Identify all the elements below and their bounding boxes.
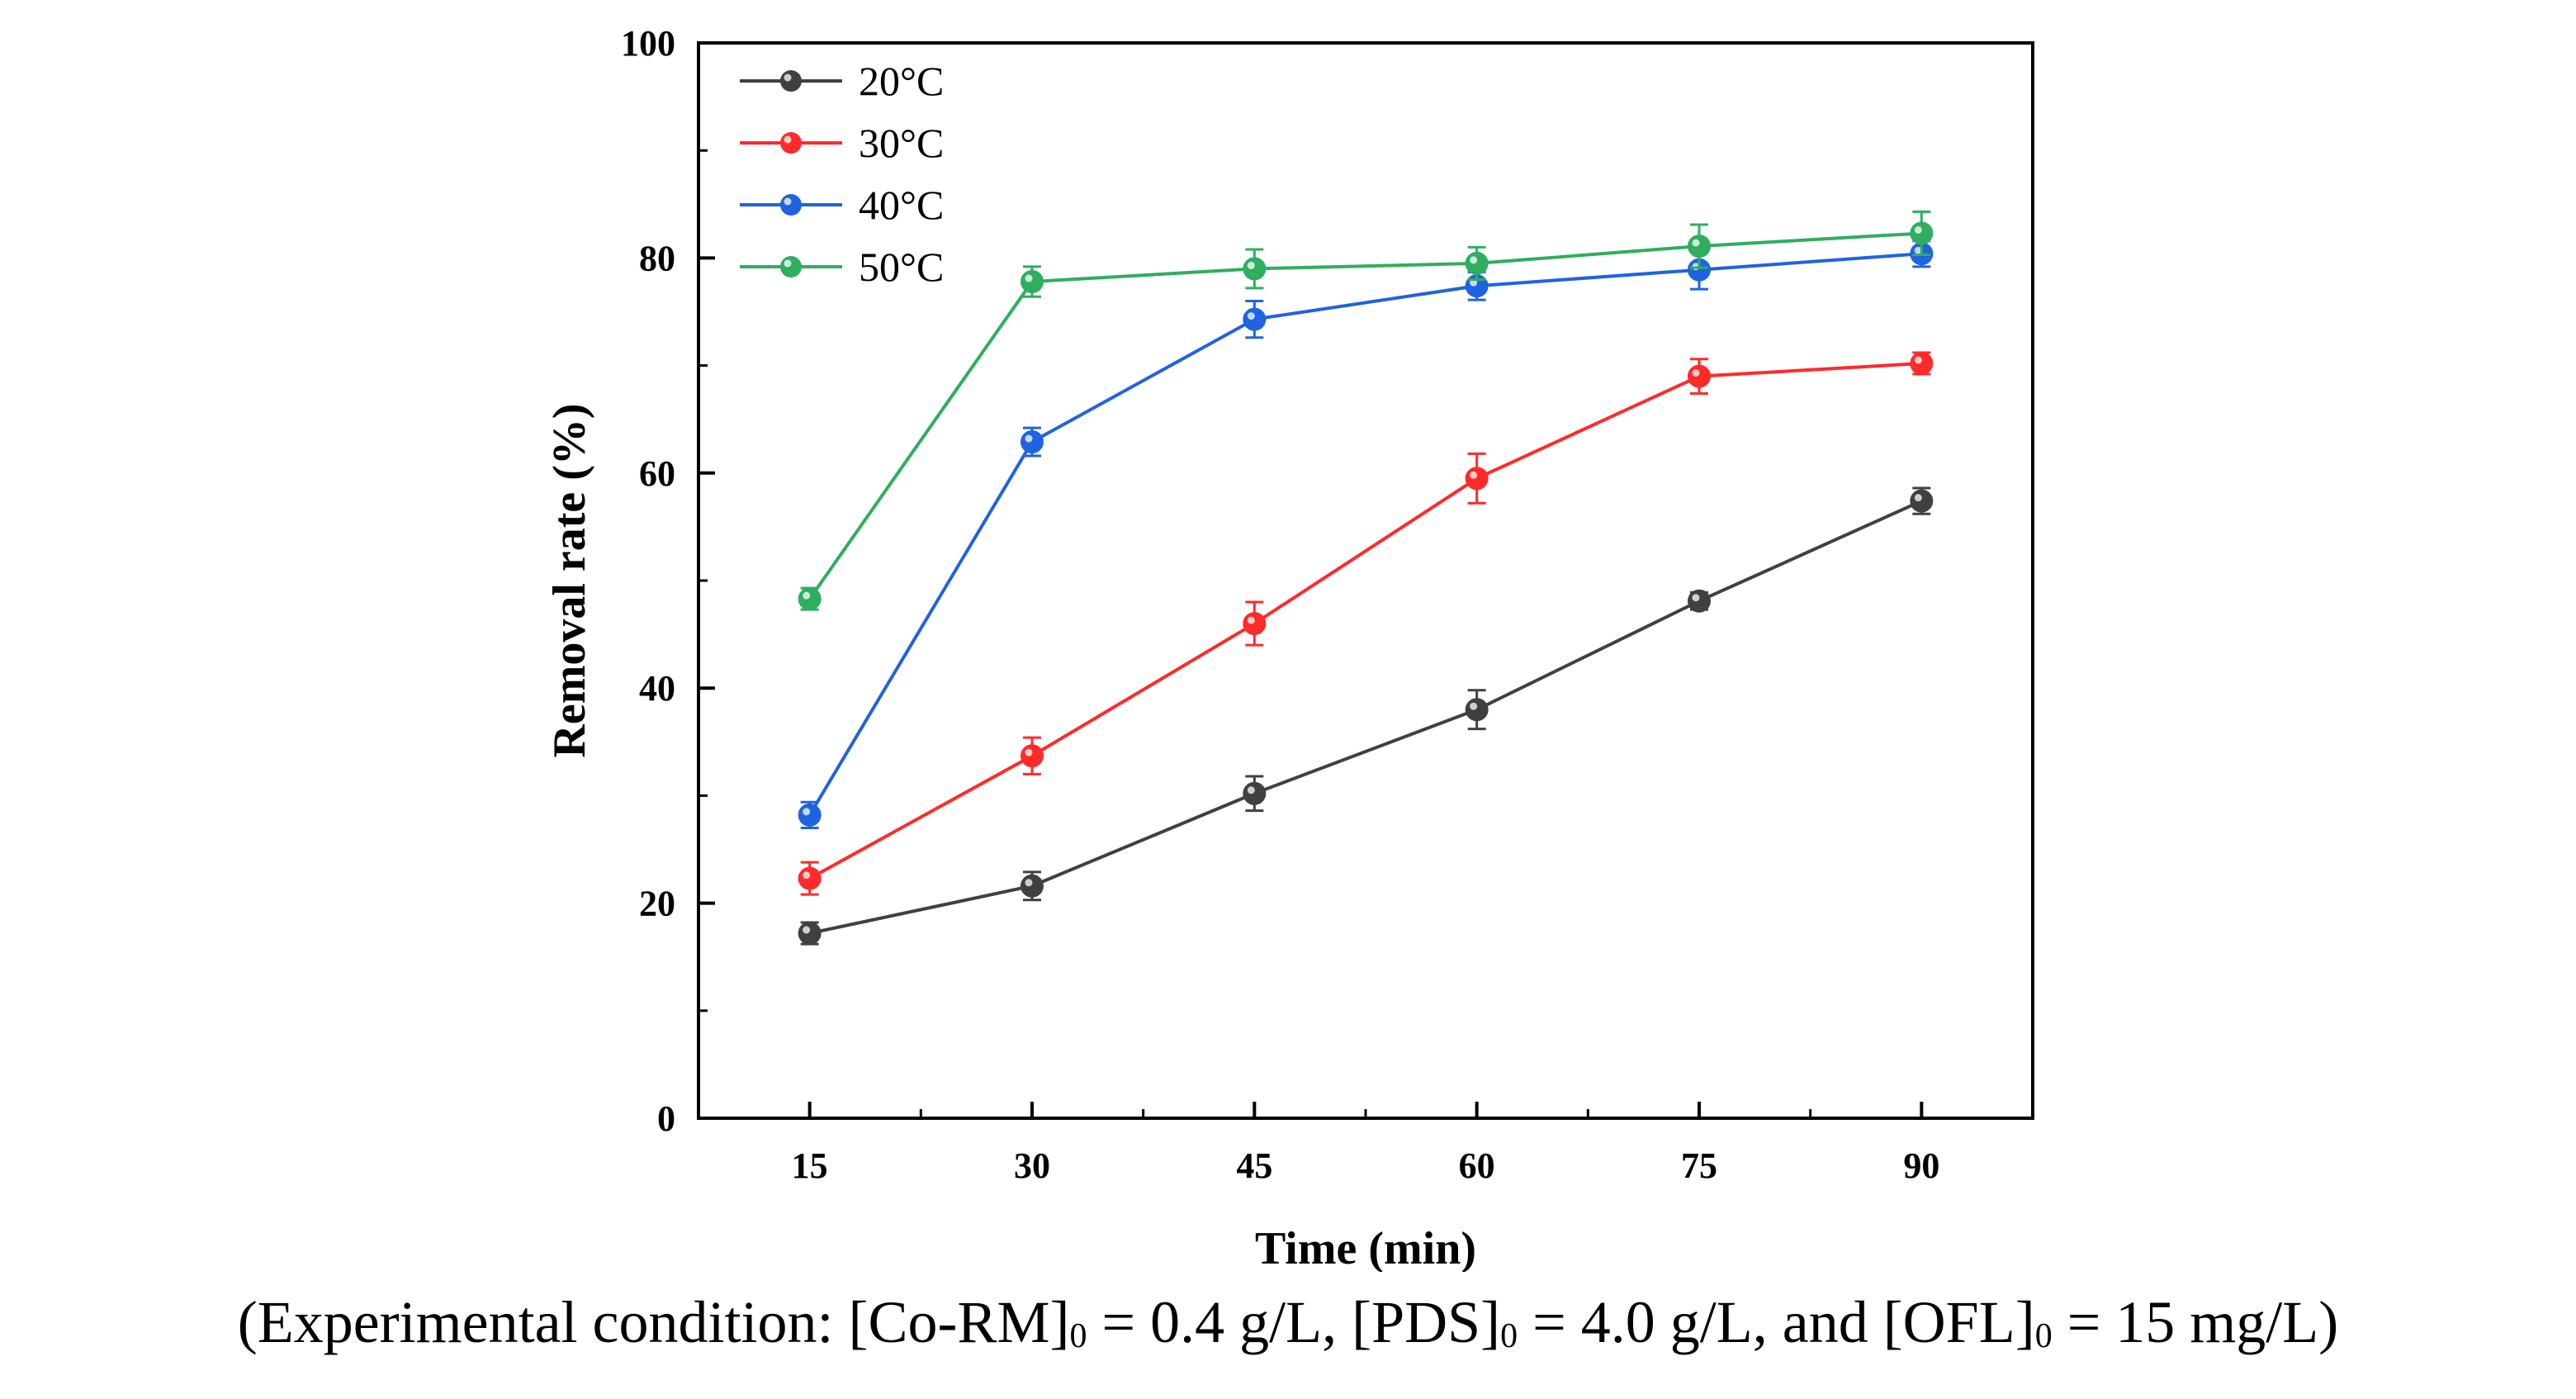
data-point [798, 803, 822, 827]
y-tick-label: 80 [639, 238, 675, 278]
legend-label: 40°C [859, 182, 944, 228]
data-point-highlight [1692, 594, 1700, 602]
data-point [798, 866, 822, 890]
data-point-highlight [1470, 256, 1478, 264]
y-axis-title: Removal rate (%) [544, 403, 595, 757]
x-tick-label: 90 [1903, 1145, 1939, 1186]
data-point [1910, 489, 1934, 513]
series-line [808, 231, 1922, 600]
data-point [1910, 221, 1934, 245]
caption-prefix: (Experimental condition: [Co-RM] [237, 1289, 1070, 1355]
caption-mid-2: = 4.0 g/L, and [OFL] [1518, 1289, 2035, 1355]
caption-sub-1: 0 [1069, 1317, 1087, 1355]
data-point [1243, 781, 1267, 805]
legend-item-50°C: 50°C [740, 244, 944, 290]
experimental-condition-caption: (Experimental condition: [Co-RM]0 = 0.4 … [0, 1288, 2576, 1357]
data-point-highlight [803, 808, 811, 816]
legend-marker [780, 132, 802, 154]
data-point-highlight [1914, 494, 1922, 502]
x-tick-label: 45 [1236, 1145, 1272, 1186]
legend-label: 20°C [859, 58, 944, 104]
data-point-highlight [1692, 369, 1700, 377]
legend-item-20°C: 20°C [740, 58, 944, 104]
data-point [1243, 257, 1267, 281]
data-point [798, 587, 822, 611]
data-point-highlight [1692, 239, 1700, 247]
legend-item-40°C: 40°C [740, 182, 944, 228]
data-point [1465, 251, 1489, 275]
data-point-highlight [803, 926, 811, 934]
data-point-highlight [1025, 274, 1033, 282]
legend-marker [780, 194, 802, 216]
legend-marker-highlight [784, 135, 792, 144]
data-point [1688, 364, 1711, 388]
data-point-highlight [1914, 356, 1922, 364]
y-tick-label: 0 [657, 1098, 675, 1139]
data-point-highlight [1025, 879, 1033, 887]
caption-mid-1: = 0.4 g/L, [PDS] [1087, 1289, 1501, 1355]
x-tick-label: 75 [1681, 1145, 1717, 1186]
x-tick-label: 60 [1459, 1145, 1495, 1186]
legend-marker-highlight [784, 197, 792, 206]
series-40°C [798, 239, 1934, 829]
data-point-highlight [1470, 278, 1478, 287]
legend-label: 50°C [859, 244, 944, 290]
y-tick-label: 40 [639, 668, 675, 709]
legend-item-30°C: 30°C [740, 120, 944, 166]
data-point-highlight [1470, 702, 1478, 710]
data-point-highlight [1247, 786, 1255, 794]
series-line [807, 252, 1922, 816]
series-30°C [798, 351, 1934, 896]
data-point [1020, 430, 1044, 454]
data-point-highlight [1247, 616, 1255, 624]
data-point [1020, 744, 1044, 768]
x-tick-label: 30 [1014, 1145, 1050, 1186]
series-line [808, 361, 1922, 880]
series-50°C [798, 210, 1934, 611]
data-point [1465, 467, 1489, 491]
data-point [1688, 235, 1711, 258]
y-tick-label: 20 [639, 884, 675, 924]
series-20°C [798, 486, 1934, 946]
data-point [798, 922, 822, 946]
data-point-highlight [1914, 225, 1922, 234]
legend-marker [780, 256, 802, 277]
data-point-highlight [1470, 471, 1478, 479]
legend-marker-highlight [784, 74, 792, 82]
data-point [1910, 351, 1934, 375]
x-tick-label: 15 [792, 1145, 828, 1186]
legend-marker [780, 70, 802, 92]
data-point-highlight [803, 591, 811, 600]
data-point-highlight [1247, 261, 1255, 269]
data-point-highlight [1247, 312, 1255, 320]
data-point-highlight [1025, 748, 1033, 756]
y-tick-label: 100 [621, 23, 675, 64]
y-tick-label: 60 [639, 453, 675, 494]
data-point [1465, 698, 1489, 722]
caption-sub-2: 0 [1500, 1317, 1518, 1355]
caption-sub-3: 0 [2034, 1317, 2053, 1355]
data-point [1243, 612, 1267, 636]
legend-label: 30°C [859, 120, 944, 166]
data-point [1688, 589, 1711, 613]
data-point [1243, 307, 1267, 331]
data-point [1020, 270, 1044, 294]
data-point-highlight [1914, 246, 1922, 254]
caption-suffix: = 15 mg/L) [2052, 1289, 2339, 1355]
legend-marker-highlight [784, 259, 792, 268]
x-axis-title: Time (min) [1255, 1223, 1476, 1272]
data-point-highlight [803, 871, 811, 880]
data-point-highlight [1025, 434, 1033, 443]
removal-rate-chart: 15 30 45 60 75 90 0 20 40 60 80 100 20°C 30°C 40°C 50°… [544, 23, 2034, 1272]
data-point [1020, 874, 1044, 898]
series-line [809, 499, 1923, 936]
